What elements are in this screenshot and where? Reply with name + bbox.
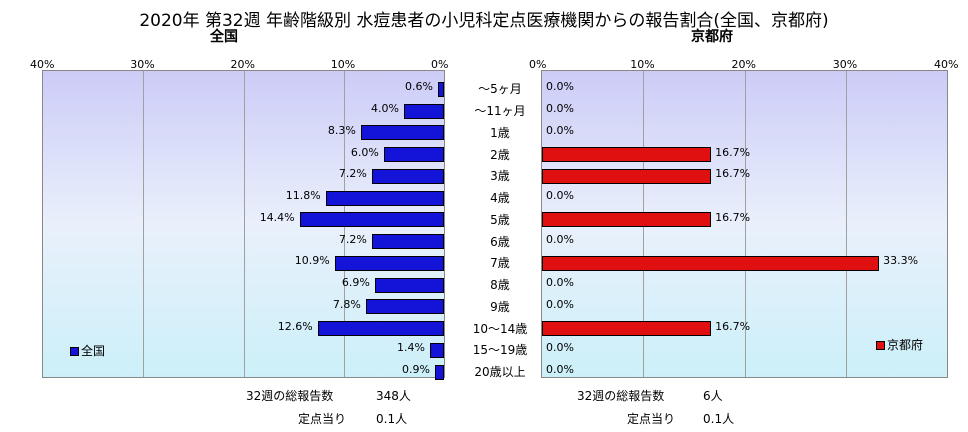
national-plot-area [42, 70, 445, 380]
kyoto-data-label: 33.3% [883, 254, 919, 268]
kyoto-tick-label: 40% [934, 58, 959, 71]
national-data-label: 12.6% [277, 319, 313, 333]
national-data-label: 0.9% [402, 363, 430, 377]
category-label: 6歳 [490, 234, 510, 249]
kyoto-total-value: 6人 [703, 389, 723, 403]
category-label: 15～19歳 [472, 343, 528, 358]
national-total-value: 348人 [376, 389, 411, 403]
national-bar [317, 321, 444, 337]
national-bar [374, 277, 444, 293]
kyoto-legend-swatch [876, 341, 885, 350]
kyoto-data-label: 16.7% [715, 319, 751, 333]
kyoto-data-label: 0.0% [546, 341, 574, 355]
kyoto-data-label: 0.0% [546, 276, 574, 290]
category-label: 8歳 [490, 278, 510, 293]
national-bar [299, 212, 444, 228]
kyoto-gridline [845, 71, 847, 377]
national-data-label: 10.9% [294, 254, 330, 268]
kyoto-bar [542, 255, 880, 271]
category-label: 2歳 [490, 147, 510, 162]
national-tick-label: 20% [230, 58, 255, 71]
kyoto-bar [542, 168, 712, 184]
national-data-label: 7.8% [332, 297, 361, 311]
kyoto-data-label: 0.0% [546, 363, 574, 377]
national-per-value: 0.1人 [376, 412, 408, 426]
category-label: 10～14歳 [472, 321, 528, 336]
national-bar [325, 190, 444, 206]
national-bar [371, 234, 444, 250]
national-bar [360, 125, 444, 141]
kyoto-bar [542, 321, 712, 337]
kyoto-gridline [744, 71, 746, 377]
national-gridline [243, 71, 245, 377]
kyoto-panel-title: 京都府 [691, 29, 733, 45]
national-data-label: 1.4% [397, 341, 425, 355]
national-data-label: 7.2% [338, 167, 367, 181]
category-label: 9歳 [490, 299, 510, 314]
kyoto-tick-label: 30% [832, 58, 858, 71]
category-label: 7歳 [490, 256, 510, 271]
kyoto-data-label: 16.7% [715, 145, 751, 159]
kyoto-data-label: 0.0% [546, 297, 574, 311]
national-data-label: 11.8% [285, 189, 321, 203]
kyoto-legend-label: 京都府 [887, 338, 924, 352]
kyoto-tick-label: 20% [731, 58, 756, 71]
national-bar [434, 364, 444, 380]
national-tick-label: 30% [130, 58, 155, 71]
national-bar [403, 103, 444, 119]
kyoto-data-label: 0.0% [546, 232, 574, 246]
kyoto-total-label: 32週の総報告数 [577, 389, 665, 403]
category-label: 1歳 [490, 125, 510, 140]
national-bar [429, 342, 444, 358]
national-data-label: 0.6% [405, 80, 433, 94]
national-bar [437, 81, 444, 97]
kyoto-data-label: 16.7% [715, 167, 751, 181]
national-panel-title: 全国 [210, 29, 238, 45]
kyoto-bar [542, 147, 712, 163]
kyoto-data-label: 0.0% [546, 102, 574, 116]
category-label: ～5ヶ月 [478, 82, 522, 97]
national-gridline [143, 71, 145, 377]
kyoto-tick-label: 0% [529, 58, 547, 71]
national-bar [334, 255, 444, 271]
national-per-label: 定点当り [298, 412, 347, 426]
kyoto-bar [542, 212, 712, 228]
national-data-label: 8.3% [327, 123, 356, 137]
national-tick-label: 10% [330, 58, 356, 71]
kyoto-legend: 京都府 [876, 336, 923, 353]
chart-title: 2020年 第32週 年齢階級別 水痘患者の小児科定点医療機関からの報告割合(全… [139, 11, 829, 31]
national-data-label: 7.2% [338, 232, 367, 246]
kyoto-per-value: 0.1人 [703, 412, 735, 426]
category-label: 4歳 [490, 191, 510, 206]
national-tick-label: 0% [431, 58, 449, 71]
kyoto-tick-label: 10% [630, 58, 655, 71]
kyoto-data-label: 0.0% [546, 189, 574, 203]
kyoto-plot-area [541, 70, 948, 378]
national-legend: 全国 [70, 342, 105, 359]
kyoto-data-label: 16.7% [715, 210, 751, 224]
national-bar [365, 299, 444, 315]
national-data-label: 4.0% [370, 102, 399, 116]
category-label: 20歳以上 [474, 365, 526, 380]
category-label: ～11ヶ月 [474, 104, 526, 119]
kyoto-per-label: 定点当り [627, 412, 676, 426]
category-label: 5歳 [490, 212, 510, 227]
national-legend-swatch [70, 347, 79, 356]
kyoto-data-label: 0.0% [546, 123, 574, 137]
national-data-label: 6.9% [341, 276, 370, 290]
national-tick-label: 40% [30, 58, 55, 71]
category-label: 3歳 [490, 169, 510, 184]
national-data-label: 6.0% [350, 145, 379, 159]
national-bar [383, 147, 444, 163]
national-bar [371, 168, 444, 184]
national-legend-label: 全国 [81, 344, 106, 358]
national-total-label: 32週の総報告数 [246, 389, 334, 403]
kyoto-data-label: 0.0% [546, 80, 574, 94]
national-data-label: 14.4% [259, 210, 295, 224]
